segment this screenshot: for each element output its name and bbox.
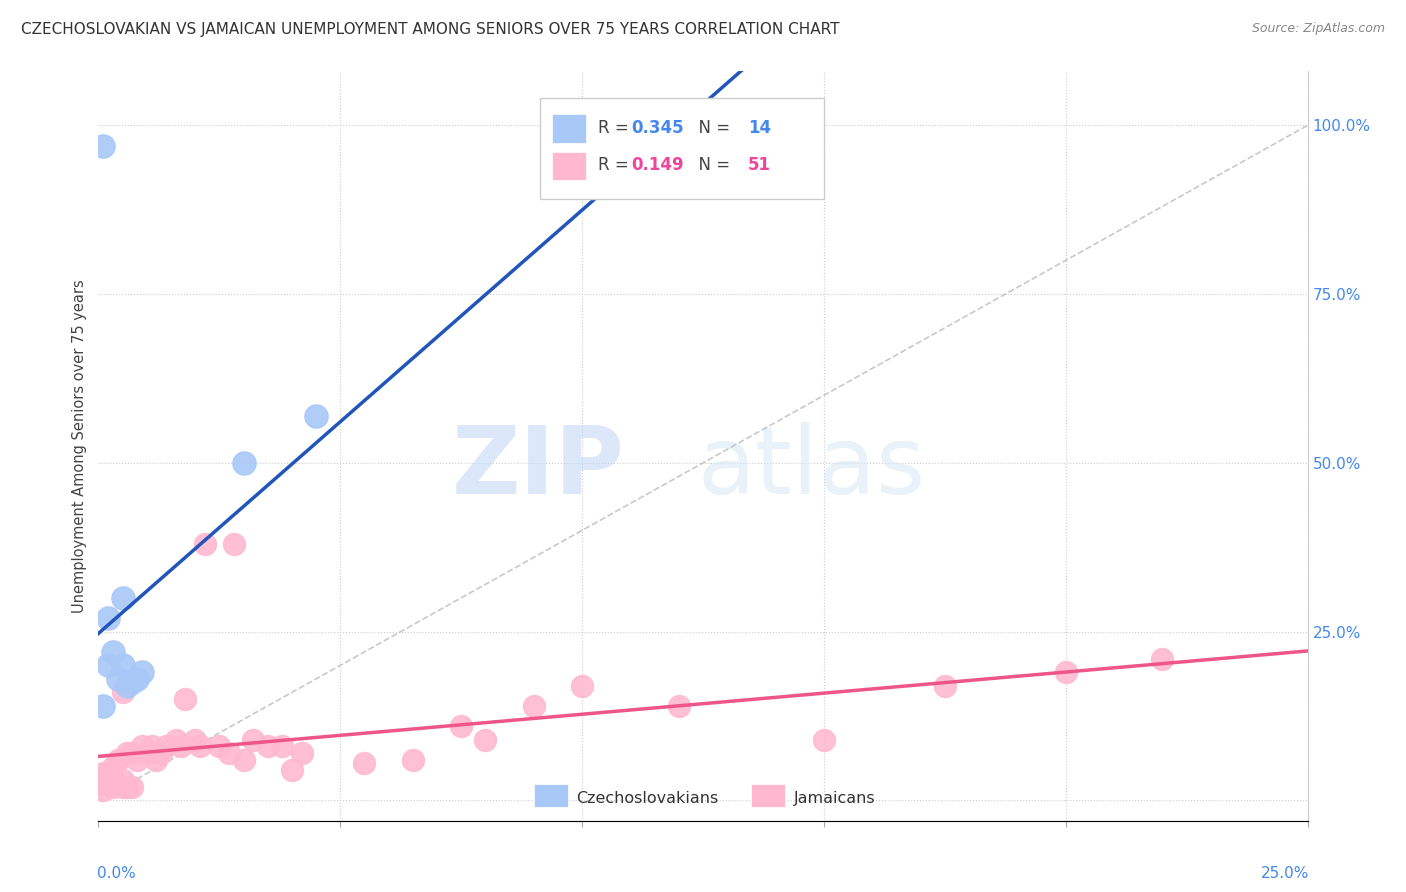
Point — [111, 591, 134, 605]
Point — [450, 719, 472, 733]
Point — [111, 780, 134, 794]
Point — [218, 746, 240, 760]
Text: R =: R = — [598, 119, 634, 136]
Text: 0.345: 0.345 — [631, 119, 685, 136]
Point — [934, 679, 956, 693]
Point — [111, 685, 134, 699]
Text: N =: N = — [689, 156, 735, 174]
Text: N =: N = — [689, 119, 735, 136]
Point — [97, 766, 120, 780]
Point — [91, 698, 114, 713]
Point — [101, 773, 124, 788]
Point — [813, 732, 835, 747]
Point — [271, 739, 294, 754]
Text: 0.0%: 0.0% — [97, 865, 136, 880]
Point — [107, 753, 129, 767]
Bar — [751, 784, 785, 807]
Point — [97, 658, 120, 673]
Text: 25.0%: 25.0% — [1260, 865, 1309, 880]
Point — [117, 679, 139, 693]
Bar — [540, 97, 824, 199]
Point — [127, 753, 149, 767]
Point — [121, 746, 143, 760]
Point — [111, 658, 134, 673]
Point — [290, 746, 312, 760]
Text: 51: 51 — [748, 156, 770, 174]
Point — [188, 739, 211, 754]
Point — [208, 739, 231, 754]
Bar — [551, 152, 586, 180]
Y-axis label: Unemployment Among Seniors over 75 years: Unemployment Among Seniors over 75 years — [72, 279, 87, 613]
Bar — [551, 114, 586, 143]
Point — [97, 776, 120, 790]
Text: Czechoslovakians: Czechoslovakians — [576, 790, 718, 805]
Point — [131, 665, 153, 680]
Point — [91, 766, 114, 780]
Point — [232, 456, 254, 470]
Point — [571, 679, 593, 693]
Point — [127, 672, 149, 686]
Bar — [534, 784, 568, 807]
Point — [1054, 665, 1077, 680]
Point — [1152, 651, 1174, 665]
Point — [121, 675, 143, 690]
Point — [242, 732, 264, 747]
Point — [135, 746, 157, 760]
Point — [194, 537, 217, 551]
Point — [117, 746, 139, 760]
Text: 0.149: 0.149 — [631, 156, 685, 174]
Point — [474, 732, 496, 747]
Point — [353, 756, 375, 771]
Point — [155, 739, 177, 754]
Point — [91, 138, 114, 153]
Text: CZECHOSLOVAKIAN VS JAMAICAN UNEMPLOYMENT AMONG SENIORS OVER 75 YEARS CORRELATION: CZECHOSLOVAKIAN VS JAMAICAN UNEMPLOYMENT… — [21, 22, 839, 37]
Point — [121, 780, 143, 794]
Point — [117, 780, 139, 794]
Point — [668, 698, 690, 713]
Point — [523, 698, 546, 713]
Point — [169, 739, 191, 754]
Text: R =: R = — [598, 156, 634, 174]
Point — [145, 753, 167, 767]
Point — [256, 739, 278, 754]
Point — [107, 672, 129, 686]
Point — [91, 776, 114, 790]
Point — [111, 773, 134, 788]
Point — [305, 409, 328, 423]
Text: 14: 14 — [748, 119, 770, 136]
Point — [184, 732, 207, 747]
Point — [131, 739, 153, 754]
Point — [141, 739, 163, 754]
Point — [97, 611, 120, 625]
Point — [232, 753, 254, 767]
Point — [101, 780, 124, 794]
Point — [222, 537, 245, 551]
Point — [101, 645, 124, 659]
Point — [174, 692, 197, 706]
Text: Source: ZipAtlas.com: Source: ZipAtlas.com — [1251, 22, 1385, 36]
Point — [165, 732, 187, 747]
Point — [101, 759, 124, 773]
Point — [281, 763, 304, 777]
Point — [97, 773, 120, 788]
Point — [107, 776, 129, 790]
Text: Jamaicans: Jamaicans — [793, 790, 876, 805]
Text: atlas: atlas — [697, 423, 927, 515]
Point — [91, 783, 114, 797]
Point — [402, 753, 425, 767]
Point — [150, 746, 173, 760]
Text: ZIP: ZIP — [451, 423, 624, 515]
